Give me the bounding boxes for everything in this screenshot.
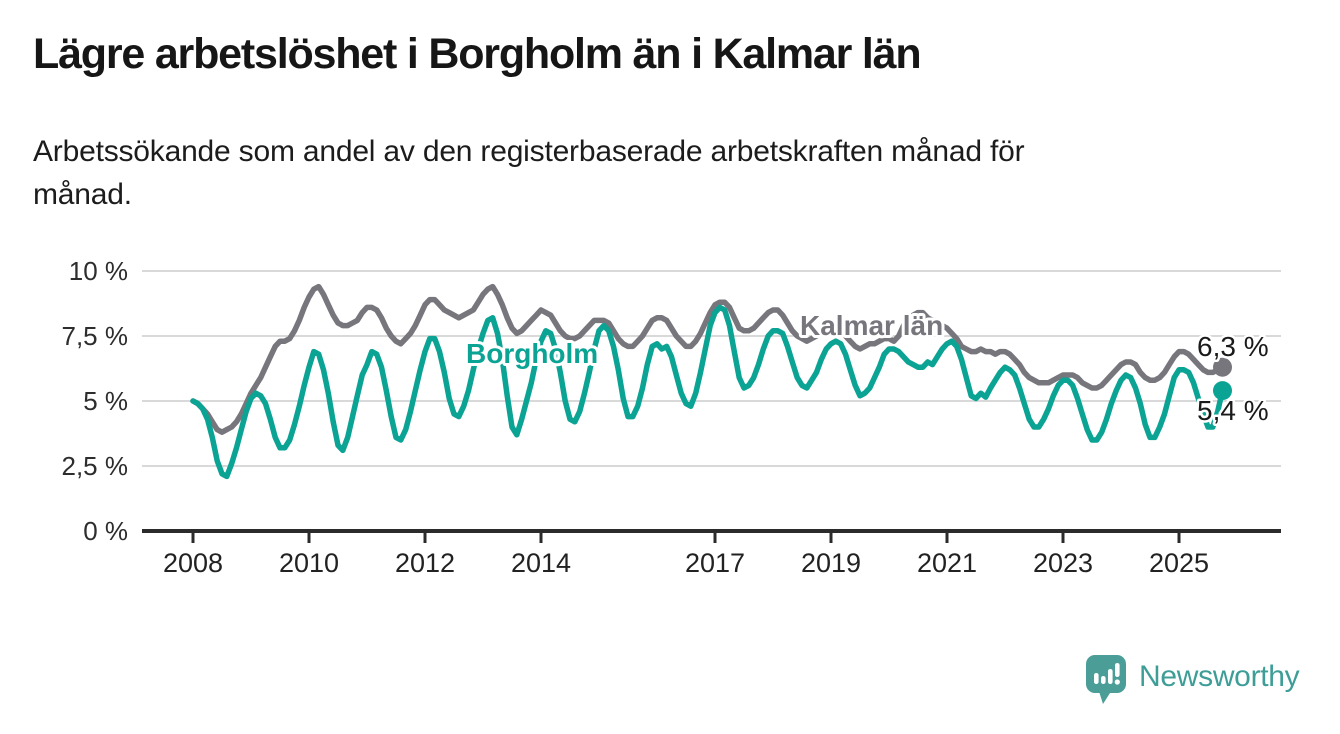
chart-subtitle-line2: månad.	[33, 177, 132, 211]
y-tick-label: 10 %	[69, 256, 128, 286]
x-tick-label: 2019	[801, 548, 861, 578]
kalmar-l-n-end-value-label: 6,3 %	[1197, 331, 1269, 362]
bar-1	[1094, 673, 1099, 684]
kalmar-l-n-series-label: Kalmar län	[800, 310, 943, 341]
speech-bubble-shape	[1086, 655, 1126, 704]
exclamation-bar	[1115, 663, 1120, 677]
borgholm-end-value-label: 5,4 %	[1197, 395, 1269, 426]
x-tick-label: 2025	[1149, 548, 1209, 578]
kalmar-l-n-end-dot	[1213, 357, 1232, 377]
series-lines	[190, 283, 1232, 480]
x-tick-label: 2010	[279, 548, 339, 578]
borgholm-series-label: Borgholm	[466, 338, 598, 369]
y-axis-labels: 0 % 2,5 % 5 % 7,5 % 10 %	[62, 256, 129, 546]
x-tick-label: 2014	[511, 548, 571, 578]
bar-2	[1101, 676, 1106, 684]
exclamation-dot	[1114, 679, 1120, 685]
y-tick-label: 2,5 %	[62, 451, 129, 481]
newsworthy-wordmark: Newsworthy	[1139, 660, 1300, 693]
chart-subtitle-line1: Arbetssökande som andel av den registerb…	[33, 135, 1025, 168]
borgholm-line	[190, 304, 1226, 480]
kalmar-l-n-line	[190, 283, 1226, 435]
x-tick-label: 2008	[163, 548, 223, 578]
newsworthy-logo: Newsworthy	[1086, 655, 1300, 707]
x-tick-label: 2023	[1033, 548, 1093, 578]
borgholm-end-dot	[1213, 381, 1232, 401]
series-annotations: Kalmar län 6,3 % Borgholm 5,4 %	[463, 307, 1271, 429]
x-axis: 2008 2010 2012 2014 2017 2019 2021 2023 2025	[163, 531, 1209, 578]
chart-title: Lägre arbetslöshet i Borgholm än i Kalma…	[33, 30, 922, 78]
chart-subtitle: Arbetssökande som andel av den registerb…	[33, 131, 1025, 216]
newsworthy-speech-bubble-chart-icon	[1086, 655, 1126, 704]
bar-3	[1108, 669, 1113, 684]
y-tick-label: 5 %	[83, 386, 128, 416]
x-tick-label: 2012	[395, 548, 455, 578]
x-tick-label: 2021	[917, 548, 977, 578]
x-tick-label: 2017	[685, 548, 745, 578]
y-tick-label: 0 %	[83, 516, 128, 546]
y-tick-label: 7,5 %	[62, 321, 129, 351]
